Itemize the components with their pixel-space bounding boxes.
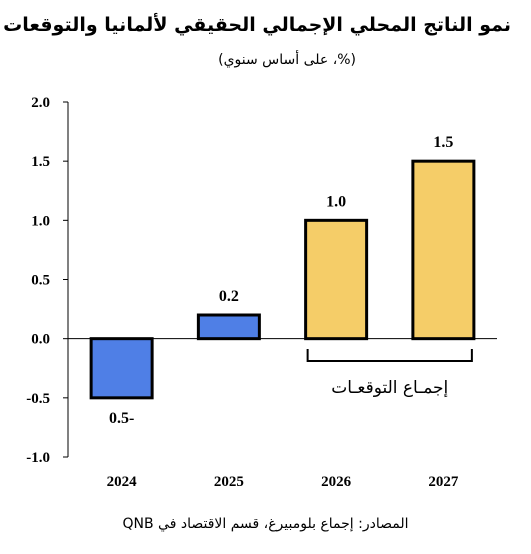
bar-2026 [304, 218, 369, 341]
y-tick-label: -0.5 [26, 391, 50, 407]
bar-2027 [411, 159, 476, 341]
data-label-2025: 0.2 [219, 288, 239, 305]
source-note: المصادر: إجماع بلومبيرغ، قسم الاقتصاد في… [122, 516, 409, 532]
y-tick-label: 0.0 [31, 332, 50, 348]
data-label-2027: 1.5 [433, 134, 453, 151]
bar-2025 [196, 313, 261, 341]
forecast-bracket [306, 349, 473, 362]
y-tick-label: -1.0 [26, 450, 50, 466]
y-tick-label: 1.5 [31, 154, 50, 170]
bar-2024 [89, 337, 154, 400]
x-tick-label-2026: 2026 [321, 474, 352, 490]
y-tick-label: 2.0 [31, 95, 50, 111]
x-tick-label-2027: 2027 [428, 474, 459, 490]
data-label-2024: 0.5- [109, 410, 134, 427]
y-tick-label: 0.5 [31, 273, 50, 289]
chart-subtitle: (%، على أساس سنوي) [218, 52, 356, 68]
x-tick-label-2025: 2025 [214, 474, 244, 490]
data-label-2026: 1.0 [326, 193, 346, 210]
x-tick-label-2024: 2024 [107, 474, 138, 490]
forecast-bracket-label: إجمـاع التوقعـات [331, 378, 448, 398]
chart-title: نمو الناتج المحلي الإجمالي الحقيقي لألما… [3, 14, 511, 36]
y-tick-label: 1.0 [31, 213, 50, 229]
